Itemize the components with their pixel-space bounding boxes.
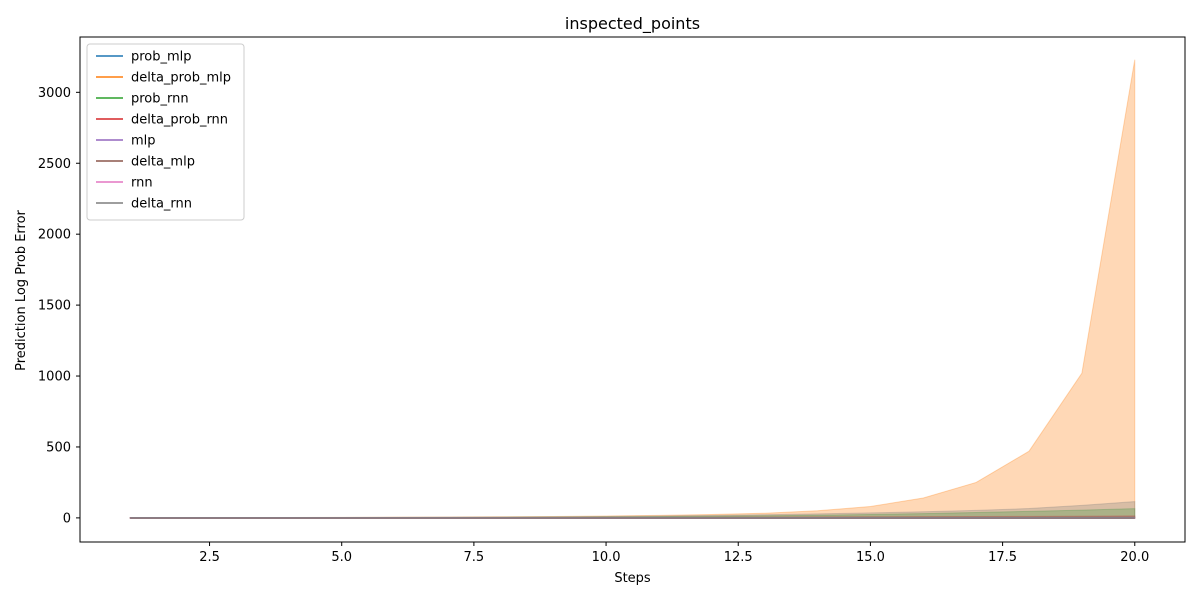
y-tick-label: 3000 (38, 86, 71, 101)
band-delta-prob-mlp (129, 59, 1136, 519)
x-tick-label: 20.0 (1120, 550, 1149, 565)
legend-label: delta_prob_rnn (131, 113, 228, 128)
legend-label: mlp (131, 134, 156, 149)
y-tick-label: 2000 (38, 228, 71, 243)
plot-area (79, 36, 1186, 543)
chart-title: inspected_points (565, 14, 700, 34)
x-axis-label: Steps (614, 571, 651, 586)
x-tick-label: 7.5 (464, 550, 485, 565)
y-tick-label: 0 (63, 511, 71, 526)
legend-label: delta_rnn (131, 197, 192, 212)
x-tick-label: 15.0 (856, 550, 885, 565)
x-tick-label: 17.5 (988, 550, 1017, 565)
x-axis: 2.5 5.0 7.5 10.0 12.5 15.0 17.5 20.0 (199, 542, 1149, 565)
y-axis-label: Prediction Log Prob Error (14, 209, 29, 370)
legend-label: prob_mlp (131, 50, 192, 65)
y-tick-label: 500 (46, 440, 71, 455)
y-tick-label: 1500 (38, 299, 71, 314)
x-tick-label: 12.5 (724, 550, 753, 565)
y-tick-label: 2500 (38, 157, 71, 172)
legend-label: delta_mlp (131, 155, 195, 170)
axes-frame (79, 36, 1186, 543)
y-axis: 0 500 1000 1500 2000 2500 3000 (38, 86, 80, 526)
x-tick-label: 10.0 (592, 550, 621, 565)
legend: prob_mlp delta_prob_mlp prob_rnn delta_prob… (86, 43, 245, 221)
legend-label: delta_prob_mlp (131, 71, 231, 86)
x-tick-label: 5.0 (331, 550, 352, 565)
x-tick-label: 2.5 (199, 550, 220, 565)
y-tick-label: 1000 (38, 370, 71, 385)
legend-label: prob_rnn (131, 92, 189, 107)
legend-label: rnn (131, 176, 153, 191)
legend-box (86, 43, 245, 221)
